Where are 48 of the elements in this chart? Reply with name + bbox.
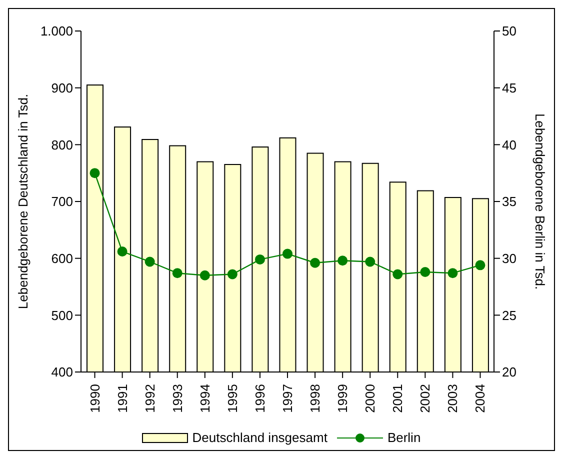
y2-tick-label: 30 xyxy=(502,250,516,266)
x-tick-label: 1996 xyxy=(252,384,268,413)
x-tick-label: 1990 xyxy=(87,384,102,413)
y2-tick-label: 50 xyxy=(502,24,516,39)
y2-tick-label: 40 xyxy=(502,137,516,152)
point xyxy=(144,256,155,267)
point xyxy=(90,168,100,178)
point xyxy=(227,269,238,280)
point xyxy=(365,256,376,267)
y-tick-label: 600 xyxy=(51,250,73,266)
legend-label: Deutschland insgesamt xyxy=(192,430,328,445)
x-tick-label: 1994 xyxy=(197,384,212,413)
point xyxy=(392,269,403,280)
y2-tick-label: 35 xyxy=(502,194,516,210)
point xyxy=(448,268,458,278)
y2-tick-label: 25 xyxy=(502,308,516,323)
point xyxy=(420,266,430,277)
x-tick-label: 1991 xyxy=(114,384,130,413)
x-tick-label: 1998 xyxy=(308,384,323,413)
x-tick-label: 1999 xyxy=(335,384,350,413)
y2-axis-title: Lebendgeborene Berlin in Tsd. xyxy=(532,113,548,290)
x-tick-label: 2001 xyxy=(390,384,406,413)
x-tick-label: 1995 xyxy=(224,384,240,413)
y2-tick-label: 20 xyxy=(502,364,516,380)
point xyxy=(338,256,348,266)
x-tick-label: 2000 xyxy=(362,384,378,413)
point xyxy=(254,254,265,264)
x-tick-label: 2004 xyxy=(472,384,488,413)
x-tick-label: 1992 xyxy=(142,384,158,413)
x-tick-label: 2003 xyxy=(445,384,460,413)
point xyxy=(200,270,210,280)
point xyxy=(282,248,292,259)
point xyxy=(475,260,486,270)
y-tick-label: 900 xyxy=(51,80,73,96)
y-tick-label: 700 xyxy=(51,194,73,210)
x-tick-label: 1993 xyxy=(170,384,185,413)
point xyxy=(172,268,182,278)
legend-label: Berlin xyxy=(387,430,421,445)
y-tick-label: 1.000 xyxy=(40,24,73,39)
y-axis-title: Lebendgeborene Deutschland in Tsd. xyxy=(16,94,31,310)
y2-tick-label: 45 xyxy=(502,80,516,96)
y-tick-label: 500 xyxy=(51,308,73,323)
y-tick-label: 800 xyxy=(51,137,73,152)
x-tick-label: 1997 xyxy=(280,384,295,413)
x-tick-label: 2002 xyxy=(418,384,433,413)
point xyxy=(310,258,320,268)
point xyxy=(117,246,128,257)
y-tick-label: 400 xyxy=(51,364,73,380)
